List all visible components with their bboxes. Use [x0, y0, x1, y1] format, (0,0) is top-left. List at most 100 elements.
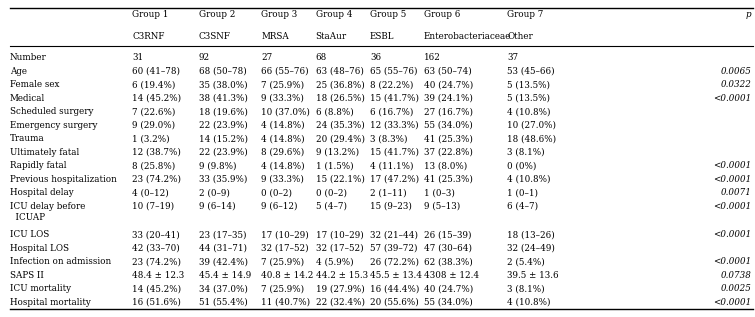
Text: 23 (74.2%): 23 (74.2%)	[132, 175, 181, 184]
Text: 4 (0–12): 4 (0–12)	[132, 188, 169, 197]
Text: Medical: Medical	[10, 94, 45, 103]
Text: 15 (22.1%): 15 (22.1%)	[316, 175, 365, 184]
Text: 27 (16.7%): 27 (16.7%)	[424, 107, 473, 116]
Text: 162: 162	[424, 53, 440, 62]
Text: 26 (72.2%): 26 (72.2%)	[370, 257, 419, 266]
Text: 55 (34.0%): 55 (34.0%)	[424, 120, 473, 130]
Text: 12 (33.3%): 12 (33.3%)	[370, 120, 418, 130]
Text: StaAur: StaAur	[316, 32, 347, 41]
Text: 92: 92	[199, 53, 210, 62]
Text: 9 (5–13): 9 (5–13)	[424, 202, 460, 211]
Text: 14 (15.2%): 14 (15.2%)	[199, 134, 248, 143]
Text: 7 (22.6%): 7 (22.6%)	[132, 107, 175, 116]
Text: 0 (0–2): 0 (0–2)	[316, 188, 347, 197]
Text: 5 (13.5%): 5 (13.5%)	[507, 94, 550, 103]
Text: Group 2: Group 2	[199, 10, 235, 19]
Text: 0.0071: 0.0071	[720, 188, 751, 197]
Text: 18 (26.5%): 18 (26.5%)	[316, 94, 365, 103]
Text: 9 (6–14): 9 (6–14)	[199, 202, 236, 211]
Text: 0.0025: 0.0025	[720, 284, 751, 293]
Text: p: p	[746, 10, 751, 19]
Text: 26 (15–39): 26 (15–39)	[424, 230, 471, 239]
Text: Group 5: Group 5	[370, 10, 406, 19]
Text: 6 (16.7%): 6 (16.7%)	[370, 107, 413, 116]
Text: 53 (45–66): 53 (45–66)	[507, 67, 555, 75]
Text: 0 (0–2): 0 (0–2)	[261, 188, 292, 197]
Text: Previous hospitalization: Previous hospitalization	[10, 175, 117, 184]
Text: 1 (0–3): 1 (0–3)	[424, 188, 455, 197]
Text: MRSA: MRSA	[261, 32, 289, 41]
Text: 40.8 ± 14.2: 40.8 ± 14.2	[261, 271, 313, 280]
Text: 4 (10.8%): 4 (10.8%)	[507, 107, 551, 116]
Text: Group 7: Group 7	[507, 10, 544, 19]
Text: 22 (23.9%): 22 (23.9%)	[199, 148, 248, 157]
Text: ICU delay before: ICU delay before	[10, 202, 85, 211]
Text: 32 (21–44): 32 (21–44)	[370, 230, 418, 239]
Text: 55 (34.0%): 55 (34.0%)	[424, 298, 473, 307]
Text: 47 (30–64): 47 (30–64)	[424, 244, 472, 253]
Text: 24 (35.3%): 24 (35.3%)	[316, 120, 365, 130]
Text: 6 (4–7): 6 (4–7)	[507, 202, 538, 211]
Text: 10 (27.0%): 10 (27.0%)	[507, 120, 556, 130]
Text: 14 (45.2%): 14 (45.2%)	[132, 94, 181, 103]
Text: C3SNF: C3SNF	[199, 32, 230, 41]
Text: 6 (8.8%): 6 (8.8%)	[316, 107, 353, 116]
Text: 51 (55.4%): 51 (55.4%)	[199, 298, 248, 307]
Text: Scheduled surgery: Scheduled surgery	[10, 107, 94, 116]
Text: ESBL: ESBL	[370, 32, 394, 41]
Text: 16 (44.4%): 16 (44.4%)	[370, 284, 419, 293]
Text: 4 (5.9%): 4 (5.9%)	[316, 257, 353, 266]
Text: 45.5 ± 13.4: 45.5 ± 13.4	[370, 271, 422, 280]
Text: 0 (0%): 0 (0%)	[507, 161, 537, 170]
Text: 8 (22.2%): 8 (22.2%)	[370, 80, 413, 89]
Text: 5 (4–7): 5 (4–7)	[316, 202, 347, 211]
Text: <0.0001: <0.0001	[713, 175, 751, 184]
Text: 31: 31	[132, 53, 143, 62]
Text: 68: 68	[316, 53, 327, 62]
Text: 9 (33.3%): 9 (33.3%)	[261, 94, 304, 103]
Text: 10 (37.0%): 10 (37.0%)	[261, 107, 310, 116]
Text: Infection on admission: Infection on admission	[10, 257, 111, 266]
Text: 9 (33.3%): 9 (33.3%)	[261, 175, 304, 184]
Text: Rapidly fatal: Rapidly fatal	[10, 161, 66, 170]
Text: 14 (45.2%): 14 (45.2%)	[132, 284, 181, 293]
Text: <0.0001: <0.0001	[713, 257, 751, 266]
Text: C3RNF: C3RNF	[132, 32, 165, 41]
Text: 32 (24–49): 32 (24–49)	[507, 244, 555, 253]
Text: 1 (0–1): 1 (0–1)	[507, 188, 538, 197]
Text: 33 (20–41): 33 (20–41)	[132, 230, 180, 239]
Text: 4 (11.1%): 4 (11.1%)	[370, 161, 414, 170]
Text: 1 (1.5%): 1 (1.5%)	[316, 161, 353, 170]
Text: 39.5 ± 13.6: 39.5 ± 13.6	[507, 271, 559, 280]
Text: 22 (32.4%): 22 (32.4%)	[316, 298, 365, 307]
Text: SAPS II: SAPS II	[10, 271, 44, 280]
Text: 8 (29.6%): 8 (29.6%)	[261, 148, 304, 157]
Text: 20 (55.6%): 20 (55.6%)	[370, 298, 419, 307]
Text: Hospital LOS: Hospital LOS	[10, 244, 69, 253]
Text: 36: 36	[370, 53, 381, 62]
Text: 37: 37	[507, 53, 519, 62]
Text: <0.0001: <0.0001	[713, 230, 751, 239]
Text: 17 (10–29): 17 (10–29)	[261, 230, 309, 239]
Text: 4308 ± 12.4: 4308 ± 12.4	[424, 271, 479, 280]
Text: 4 (10.8%): 4 (10.8%)	[507, 175, 551, 184]
Text: Emergency surgery: Emergency surgery	[10, 120, 97, 130]
Text: Group 3: Group 3	[261, 10, 297, 19]
Text: Ultimately fatal: Ultimately fatal	[10, 148, 79, 157]
Text: 5 (13.5%): 5 (13.5%)	[507, 80, 550, 89]
Text: 66 (55–76): 66 (55–76)	[261, 67, 309, 75]
Text: 4 (14.8%): 4 (14.8%)	[261, 120, 305, 130]
Text: 20 (29.4%): 20 (29.4%)	[316, 134, 365, 143]
Text: <0.0001: <0.0001	[713, 202, 751, 211]
Text: 65 (55–76): 65 (55–76)	[370, 67, 418, 75]
Text: 0.0322: 0.0322	[720, 80, 751, 89]
Text: Other: Other	[507, 32, 533, 41]
Text: <0.0001: <0.0001	[713, 161, 751, 170]
Text: Hospital delay: Hospital delay	[10, 188, 73, 197]
Text: 7 (25.9%): 7 (25.9%)	[261, 257, 304, 266]
Text: 63 (50–74): 63 (50–74)	[424, 67, 471, 75]
Text: 4 (10.8%): 4 (10.8%)	[507, 298, 551, 307]
Text: Group 4: Group 4	[316, 10, 352, 19]
Text: 3 (8.1%): 3 (8.1%)	[507, 284, 545, 293]
Text: 40 (24.7%): 40 (24.7%)	[424, 284, 473, 293]
